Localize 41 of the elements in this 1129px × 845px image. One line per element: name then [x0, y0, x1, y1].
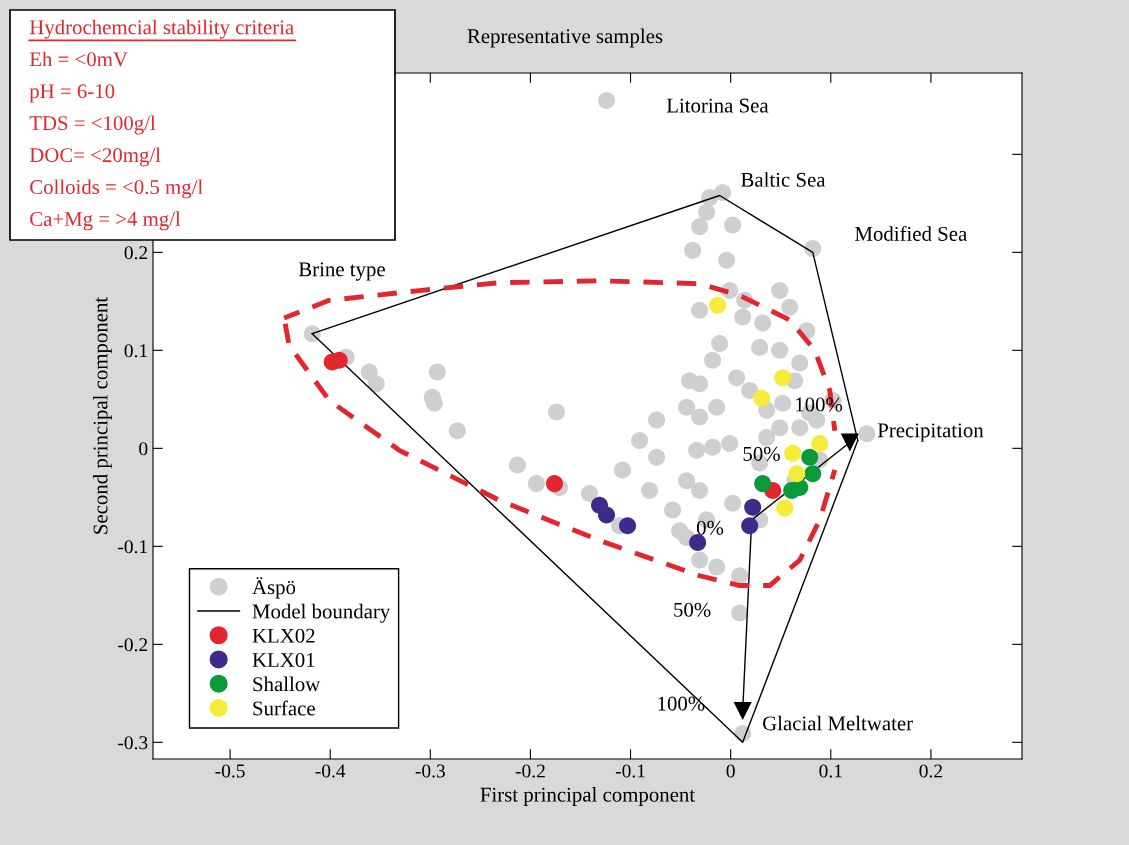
y-tick-label: -0.2: [118, 638, 148, 652]
legend-label: KLX01: [252, 652, 315, 667]
y-tick-label: -0.3: [118, 736, 148, 750]
annotation: 100%: [796, 397, 843, 412]
x-tick-label: 0.1: [819, 764, 842, 778]
text: pH = 6-10: [29, 84, 115, 103]
x-tick-label: -0.2: [515, 764, 545, 778]
annotation: 100%: [658, 696, 705, 711]
x-tick-label: -0.5: [215, 764, 245, 778]
legend-label: Surface: [253, 700, 315, 716]
annotation: Modified Sea: [855, 226, 967, 241]
text: Hydrochemcial stability criteria: [29, 19, 294, 39]
y-axis-title: Second principal component: [92, 296, 112, 534]
chart-title: Representative samples: [467, 28, 663, 48]
x-tick-label: -0.4: [315, 764, 346, 778]
legend-label: Model boundary: [252, 603, 391, 623]
annotation: Brine type: [298, 262, 385, 281]
annotation: 0%: [696, 520, 724, 535]
annotation: Colloids = <0.5 mg/l: [30, 179, 203, 199]
legend-label: Shallow: [253, 676, 321, 692]
x-tick-label: -0.1: [615, 764, 645, 778]
annotation: 50%: [743, 446, 780, 461]
y-tick-label: 0.2: [124, 246, 148, 260]
annotation: TDS = <100g/l: [29, 115, 156, 135]
annotation: Ca+Mg = >4 mg/l: [30, 211, 181, 231]
x-tick-label: 0.2: [919, 764, 942, 778]
y-tick-label: 0: [139, 442, 148, 456]
legend-label: Äspö: [252, 577, 296, 599]
annotation: Baltic Sea: [741, 172, 826, 187]
x-tick-label: -0.3: [415, 764, 445, 778]
y-tick-label: -0.1: [118, 540, 147, 554]
y-tick-label: 0.1: [124, 344, 147, 358]
annotation: 50%: [674, 602, 711, 617]
annotation: Glacial Meltwater: [762, 715, 913, 731]
text: Eh = <0mV: [29, 51, 128, 67]
annotation: DOC= <20mg/l: [29, 147, 161, 167]
legend-label: KLX02: [252, 628, 315, 643]
x-tick-label: 0: [726, 764, 735, 778]
annotation: Precipitation: [877, 423, 984, 442]
annotation: Litorina Sea: [666, 98, 769, 113]
x-axis-title: First principal component: [480, 787, 695, 806]
